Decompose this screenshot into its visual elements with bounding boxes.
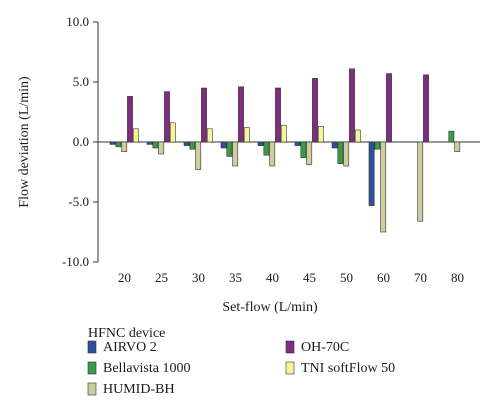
y-tick-label: 5.0: [73, 74, 89, 89]
bar-humid-bh-35: [232, 141, 239, 167]
bar-airvo-2-40: [257, 141, 264, 146]
bar-oh-70c-30: [201, 87, 207, 143]
x-tick-label: 60: [377, 270, 390, 285]
bar-oh-70c-60: [386, 73, 392, 143]
y-tick-label: -5.0: [68, 194, 89, 209]
legend-label-tni-softflow-50: TNI softFlow 50: [301, 361, 395, 376]
y-tick-label: 0.0: [73, 134, 89, 149]
bar-airvo-2-20: [109, 141, 116, 145]
bar-airvo-2-45: [294, 141, 301, 146]
x-tick-label: 80: [451, 270, 464, 285]
bar-tni-softflow-50-30: [206, 128, 213, 143]
legend-label-humid-bh: HUMID-BH: [103, 382, 175, 397]
bar-oh-70c-25: [164, 91, 170, 143]
legend-swatch-oh-70c: [285, 340, 295, 354]
bar-bellavista-1000-80: [448, 130, 455, 143]
bar-bellavista-1000-45: [300, 141, 307, 158]
bar-bellavista-1000-35: [226, 141, 233, 157]
bar-airvo-2-50: [331, 141, 338, 149]
bar-humid-bh-80: [454, 141, 461, 152]
x-tick-label: 45: [303, 270, 316, 285]
bar-oh-70c-40: [275, 87, 281, 143]
y-axis-title: Flow deviation (L/min): [17, 76, 32, 208]
bar-tni-softflow-50-40: [280, 124, 287, 143]
bar-tni-softflow-50-20: [132, 128, 139, 143]
bar-airvo-2-60: [368, 141, 375, 206]
x-tick-label: 50: [340, 270, 353, 285]
bar-airvo-2-35: [220, 141, 227, 149]
legend-swatch-humid-bh: [87, 382, 97, 396]
bar-humid-bh-50: [343, 141, 350, 167]
legend: HFNC device AIRVO 2 Bellavista 1000 HUMID-…: [87, 326, 395, 397]
bar-airvo-2-25: [146, 141, 153, 145]
bar-humid-bh-60: [380, 141, 387, 233]
bar-bellavista-1000-50: [337, 141, 344, 164]
bar-humid-bh-20: [121, 141, 128, 152]
y-tick-label: -10.0: [62, 254, 89, 269]
x-tick-label: 35: [229, 270, 242, 285]
legend-swatch-airvo-2: [87, 340, 97, 354]
bar-humid-bh-70: [417, 141, 424, 222]
bar-tni-softflow-50-50: [354, 129, 361, 143]
legend-swatch-bellavista-1000: [87, 361, 97, 375]
legend-label-bellavista-1000: Bellavista 1000: [103, 361, 191, 376]
bar-tni-softflow-50-45: [317, 126, 324, 143]
bar-oh-70c-20: [127, 96, 133, 143]
bar-oh-70c-50: [349, 68, 355, 143]
bar-airvo-2-30: [183, 141, 190, 146]
x-tick-label: 70: [414, 270, 427, 285]
bar-humid-bh-45: [306, 141, 313, 166]
legend-label-oh-70c: OH-70C: [301, 340, 349, 355]
legend-title: HFNC device: [88, 326, 165, 341]
bar-oh-70c-45: [312, 78, 318, 143]
bar-oh-70c-35: [238, 86, 244, 143]
x-tick-label: 30: [192, 270, 205, 285]
bar-humid-bh-30: [195, 141, 202, 170]
bar-tni-softflow-50-35: [243, 127, 250, 143]
bar-humid-bh-25: [158, 141, 165, 155]
bar-bellavista-1000-60: [374, 141, 381, 150]
x-tick-label: 25: [155, 270, 168, 285]
x-axis-title: Set-flow (L/min): [222, 300, 318, 315]
bar-bellavista-1000-40: [263, 141, 270, 156]
x-tick-label: 20: [118, 270, 131, 285]
bar-bellavista-1000-30: [189, 141, 196, 150]
x-tick-label: 40: [266, 270, 279, 285]
bar-tni-softflow-50-25: [169, 122, 176, 143]
legend-swatch-tni-softflow-50: [285, 361, 295, 375]
y-tick-label: 10.0: [66, 14, 89, 29]
bar-humid-bh-40: [269, 141, 276, 167]
legend-label-airvo-2: AIRVO 2: [103, 340, 157, 355]
bar-oh-70c-70: [423, 74, 429, 143]
bar-bellavista-1000-20: [115, 141, 122, 148]
bar-bellavista-1000-25: [152, 141, 159, 149]
plot-area: 10.0 5.0 0.0 -5.0 -10.0 20 25 30 35 40 45 50 60 70 80: [62, 14, 480, 285]
